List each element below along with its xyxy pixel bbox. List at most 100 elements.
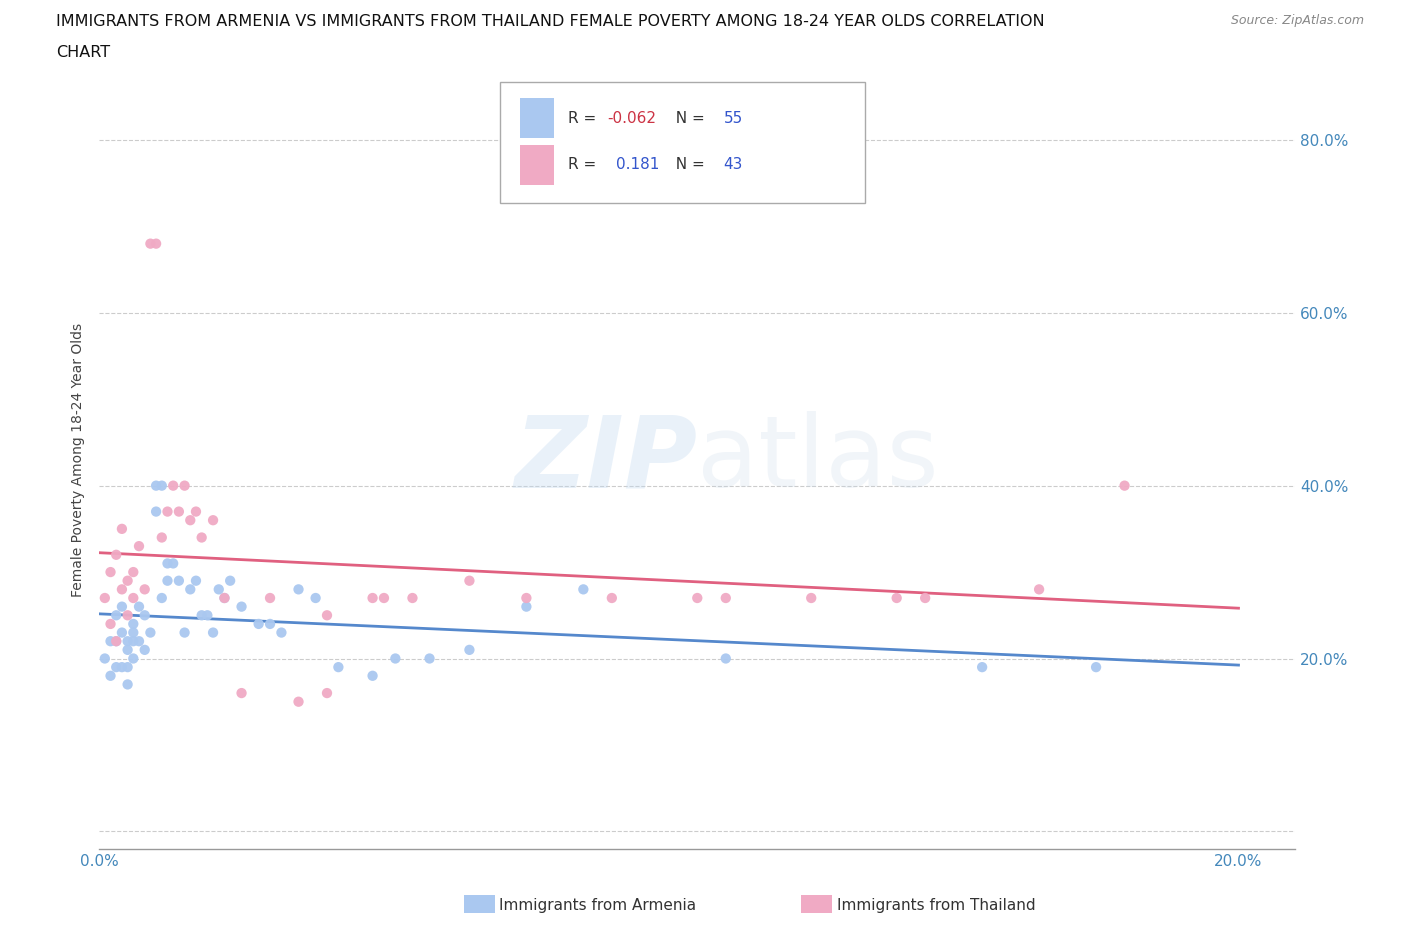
Point	[316, 608, 339, 623]
Point	[714, 651, 737, 666]
Point	[270, 625, 292, 640]
Text: 55: 55	[724, 111, 742, 126]
Point	[179, 582, 201, 597]
Point	[122, 617, 145, 631]
Point	[287, 582, 309, 597]
Point	[111, 659, 134, 674]
Point	[117, 659, 139, 674]
Point	[128, 538, 150, 553]
Point	[145, 236, 167, 251]
Text: R =: R =	[568, 157, 602, 172]
Point	[128, 599, 150, 614]
Point	[316, 685, 339, 700]
Point	[361, 669, 384, 684]
Point	[1114, 478, 1136, 493]
Point	[179, 512, 201, 527]
Point	[117, 573, 139, 588]
Point	[373, 591, 395, 605]
Point	[105, 633, 128, 648]
Point	[145, 478, 167, 493]
Point	[117, 643, 139, 658]
FancyBboxPatch shape	[501, 83, 865, 203]
Point	[105, 608, 128, 623]
Point	[122, 591, 145, 605]
Point	[100, 633, 122, 648]
Point	[458, 573, 481, 588]
Y-axis label: Female Poverty Among 18-24 Year Olds: Female Poverty Among 18-24 Year Olds	[72, 323, 86, 597]
Point	[111, 582, 134, 597]
Point	[914, 591, 936, 605]
Point	[150, 530, 173, 545]
Text: IMMIGRANTS FROM ARMENIA VS IMMIGRANTS FROM THAILAND FEMALE POVERTY AMONG 18-24 Y: IMMIGRANTS FROM ARMENIA VS IMMIGRANTS FR…	[56, 14, 1045, 29]
Point	[572, 582, 595, 597]
Point	[401, 591, 423, 605]
Point	[117, 608, 139, 623]
Point	[122, 633, 145, 648]
Point	[190, 530, 212, 545]
Point	[134, 608, 156, 623]
Point	[150, 591, 173, 605]
Point	[458, 643, 481, 658]
Point	[122, 651, 145, 666]
Point	[105, 659, 128, 674]
Text: atlas: atlas	[697, 411, 939, 508]
Point	[117, 677, 139, 692]
Point	[100, 669, 122, 684]
Point	[1085, 659, 1108, 674]
Point	[304, 591, 326, 605]
Point	[214, 591, 236, 605]
Point	[134, 643, 156, 658]
Point	[145, 504, 167, 519]
Point	[972, 659, 994, 674]
Point	[515, 599, 537, 614]
Bar	[520, 98, 554, 139]
Point	[94, 651, 117, 666]
Point	[100, 617, 122, 631]
Text: R =: R =	[568, 111, 602, 126]
Point	[600, 591, 623, 605]
Text: CHART: CHART	[56, 45, 110, 60]
Point	[162, 556, 184, 571]
Point	[162, 478, 184, 493]
Point	[259, 617, 281, 631]
Text: -0.062: -0.062	[607, 111, 657, 126]
Point	[139, 625, 162, 640]
Point	[105, 548, 128, 563]
Point	[117, 633, 139, 648]
Point	[384, 651, 406, 666]
Point	[714, 591, 737, 605]
Point	[173, 625, 195, 640]
Point	[111, 522, 134, 537]
Point	[122, 625, 145, 640]
Point	[105, 633, 128, 648]
Point	[259, 591, 281, 605]
Point	[156, 504, 179, 519]
Point	[111, 625, 134, 640]
Text: N =: N =	[666, 111, 710, 126]
Text: Immigrants from Thailand: Immigrants from Thailand	[837, 898, 1035, 913]
Text: Source: ZipAtlas.com: Source: ZipAtlas.com	[1230, 14, 1364, 27]
Point	[247, 617, 270, 631]
Point	[150, 478, 173, 493]
Point	[886, 591, 908, 605]
Point	[184, 504, 207, 519]
Text: Immigrants from Armenia: Immigrants from Armenia	[499, 898, 696, 913]
Text: N =: N =	[666, 157, 710, 172]
Point	[195, 608, 218, 623]
Point	[419, 651, 441, 666]
Point	[128, 633, 150, 648]
Point	[202, 512, 225, 527]
Point	[361, 591, 384, 605]
Point	[800, 591, 823, 605]
Point	[190, 608, 212, 623]
Point	[167, 573, 190, 588]
Point	[214, 591, 236, 605]
Text: 43: 43	[724, 157, 742, 172]
Point	[167, 504, 190, 519]
Point	[94, 591, 117, 605]
Text: 0.181: 0.181	[616, 157, 659, 172]
Bar	[520, 145, 554, 185]
Point	[134, 582, 156, 597]
Point	[287, 695, 309, 710]
Point	[1028, 582, 1050, 597]
